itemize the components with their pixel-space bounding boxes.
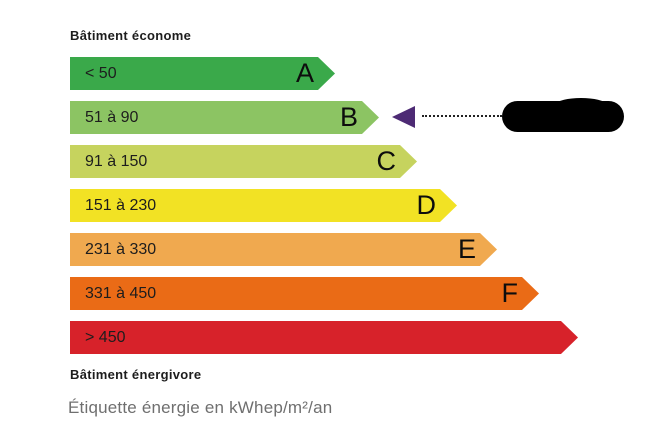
energy-class-row-d: 151 à 230 D (70, 189, 630, 222)
bar-range-label: 331 à 450 (85, 284, 157, 302)
class-letter-f: F (501, 278, 518, 308)
energy-class-row-e: 231 à 330 E (70, 233, 630, 266)
bar-range-label: 91 à 150 (85, 152, 148, 170)
top-label-batiment-econome: Bâtiment économe (70, 28, 192, 43)
selected-class-arrow-icon (392, 106, 415, 128)
caption-etiquette-energie: Étiquette énergie en kWhep/m²/an (68, 398, 333, 417)
energy-scale: < 50 A 51 à 90 B 91 à 150 C 151 à 230 D 231 à 33… (70, 57, 630, 365)
class-letter-b: B (339, 102, 358, 132)
energy-bar-b: 51 à 90 B (70, 101, 379, 134)
class-letter-e: E (457, 234, 476, 264)
energy-class-row-c: 91 à 150 C (70, 145, 630, 178)
bar-range-label: > 450 (85, 328, 126, 346)
bottom-label-batiment-energivore: Bâtiment énergivore (70, 367, 202, 382)
energy-class-row-b: 51 à 90 B (70, 98, 630, 134)
bar-range-label: 231 à 330 (85, 240, 157, 258)
energy-bar-e: 231 à 330 E (70, 233, 497, 266)
energy-bar-g: > 450 (70, 321, 578, 354)
energy-bar-a: < 50 A (70, 57, 335, 90)
bar-range-label: 51 à 90 (85, 108, 139, 126)
class-letter-a: A (295, 58, 314, 88)
energy-bar-f: 331 à 450 F (70, 277, 539, 310)
energy-class-row-f: 331 à 450 F (70, 277, 630, 310)
class-letter-c: C (376, 146, 396, 176)
dotted-connector-line (422, 115, 502, 117)
energy-class-row-g: > 450 (70, 321, 630, 354)
bar-range-label: 151 à 230 (85, 196, 157, 214)
bar-range-label: < 50 (85, 64, 117, 82)
energy-bar-c: 91 à 150 C (70, 145, 417, 178)
energy-class-row-a: < 50 A (70, 57, 630, 90)
class-letter-d: D (416, 190, 436, 220)
redacted-value-blob (502, 98, 624, 132)
energy-bar-d: 151 à 230 D (70, 189, 457, 222)
